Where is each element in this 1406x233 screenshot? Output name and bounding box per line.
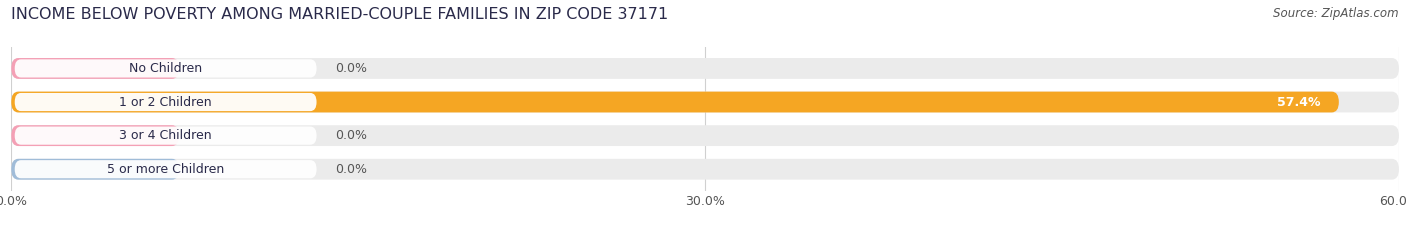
FancyBboxPatch shape	[11, 125, 1399, 146]
Text: Source: ZipAtlas.com: Source: ZipAtlas.com	[1274, 7, 1399, 20]
Text: 1 or 2 Children: 1 or 2 Children	[120, 96, 212, 109]
FancyBboxPatch shape	[11, 92, 1399, 113]
Text: 0.0%: 0.0%	[335, 62, 367, 75]
FancyBboxPatch shape	[11, 92, 1339, 113]
FancyBboxPatch shape	[11, 159, 1399, 180]
Text: INCOME BELOW POVERTY AMONG MARRIED-COUPLE FAMILIES IN ZIP CODE 37171: INCOME BELOW POVERTY AMONG MARRIED-COUPL…	[11, 7, 668, 22]
Text: 5 or more Children: 5 or more Children	[107, 163, 225, 176]
FancyBboxPatch shape	[14, 127, 316, 145]
FancyBboxPatch shape	[11, 58, 1399, 79]
Text: 3 or 4 Children: 3 or 4 Children	[120, 129, 212, 142]
Text: 0.0%: 0.0%	[335, 163, 367, 176]
FancyBboxPatch shape	[11, 159, 179, 180]
Text: 0.0%: 0.0%	[335, 129, 367, 142]
FancyBboxPatch shape	[14, 160, 316, 178]
FancyBboxPatch shape	[14, 93, 316, 111]
FancyBboxPatch shape	[14, 59, 316, 78]
Text: 57.4%: 57.4%	[1277, 96, 1320, 109]
Text: No Children: No Children	[129, 62, 202, 75]
FancyBboxPatch shape	[11, 58, 179, 79]
FancyBboxPatch shape	[11, 125, 179, 146]
